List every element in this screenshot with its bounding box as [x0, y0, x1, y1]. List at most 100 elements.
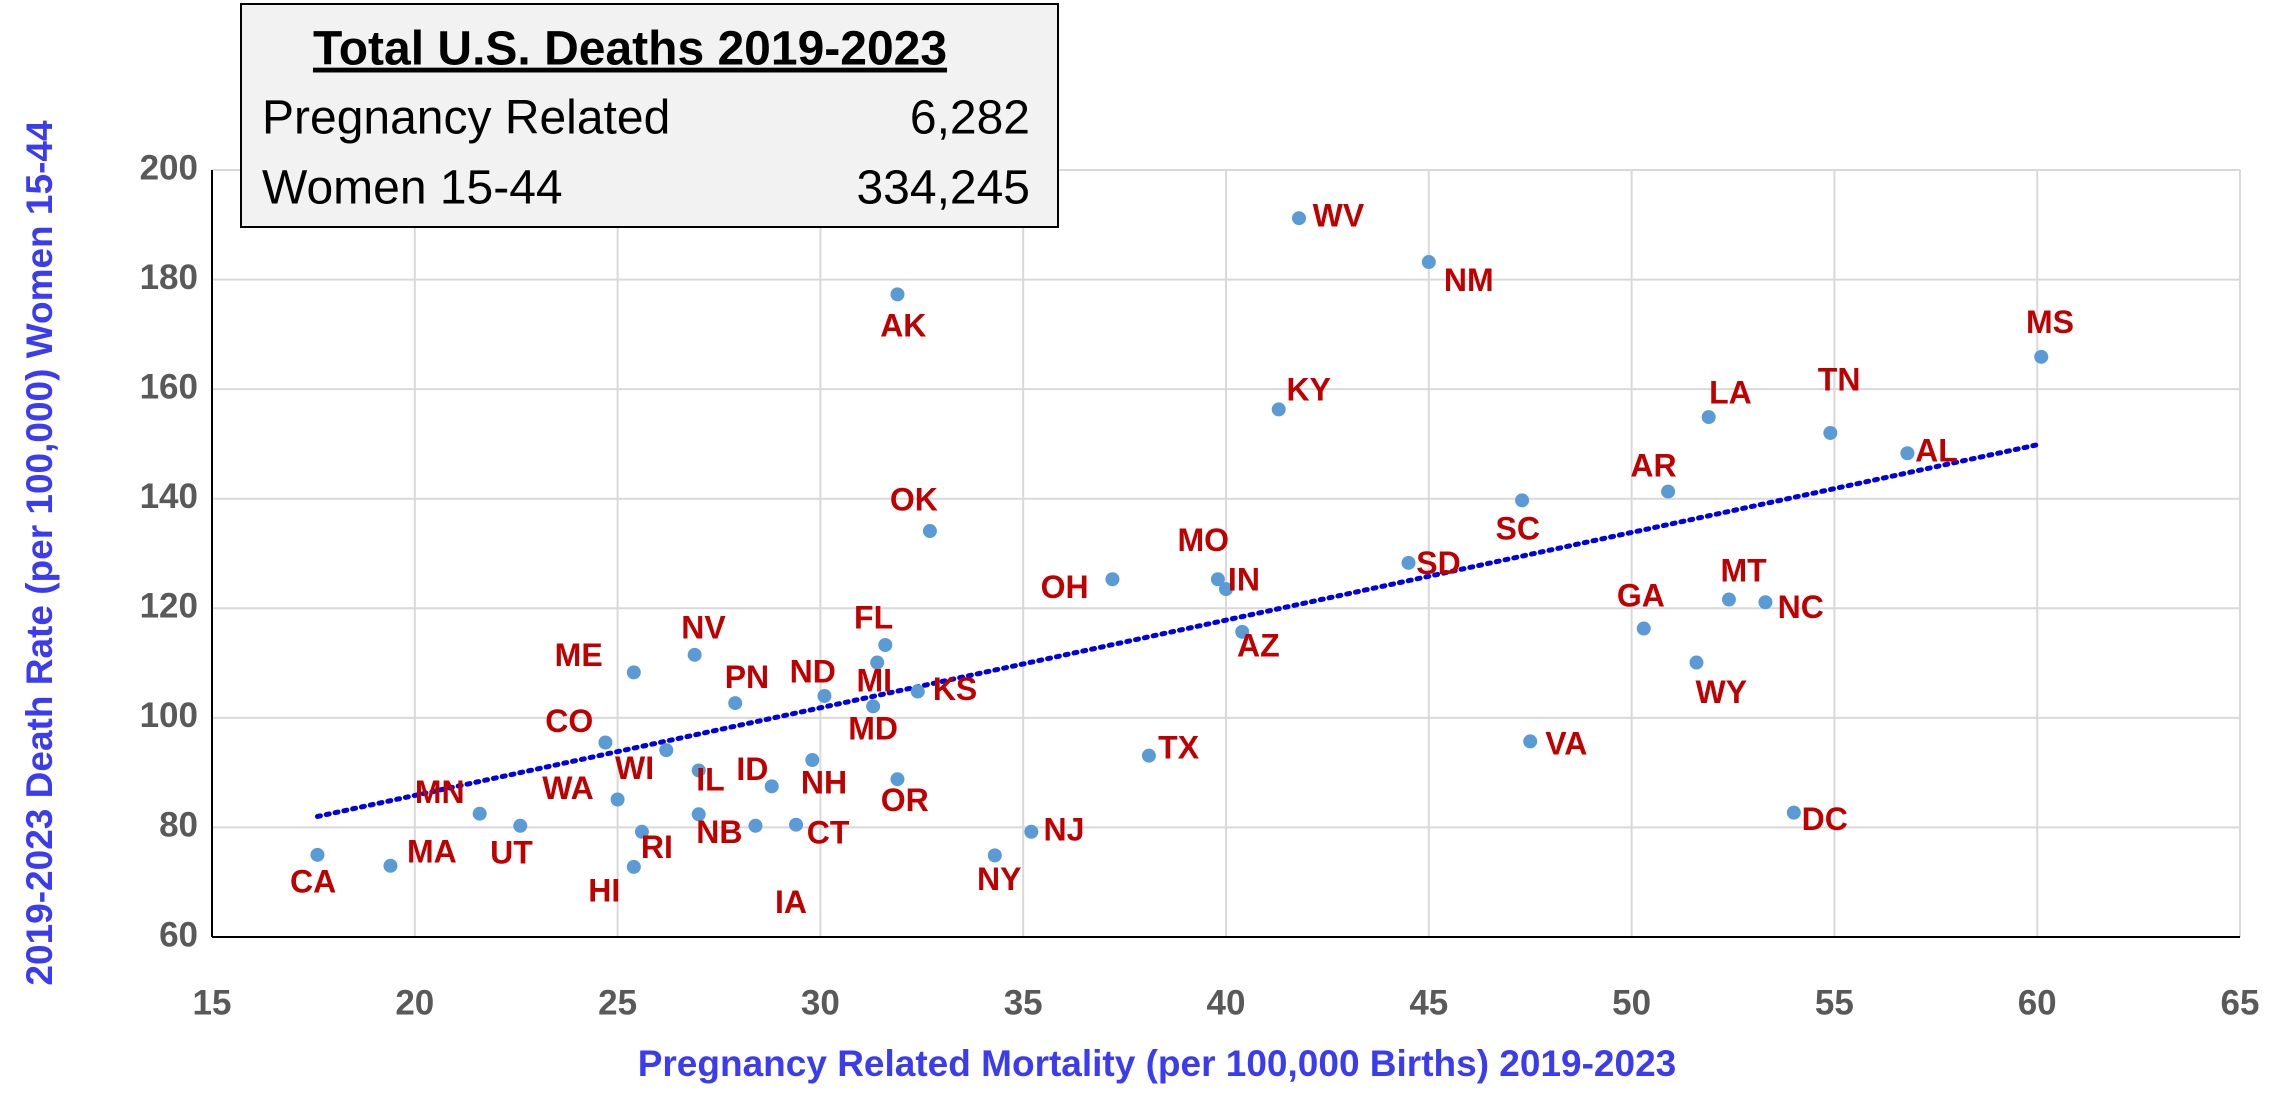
x-tick-label: 60 [2018, 983, 2057, 1022]
point [1823, 425, 1838, 440]
trendline [314, 441, 2044, 819]
point [1024, 824, 1039, 839]
point [1689, 655, 1704, 670]
point-label: ND [790, 653, 836, 689]
point [866, 699, 881, 714]
point [805, 753, 820, 768]
point-label: TX [1158, 729, 1200, 765]
point [728, 696, 743, 711]
point [789, 817, 804, 832]
point [748, 818, 763, 833]
y-tick-label: 180 [140, 258, 198, 297]
point-label: CA [290, 864, 336, 900]
x-tick-label: 25 [598, 983, 637, 1022]
point-label: SC [1495, 511, 1539, 547]
summary-label: Women 15-44 [262, 162, 563, 215]
summary-value: 6,282 [910, 92, 1030, 145]
point-label: UT [490, 834, 533, 870]
y-axis-title: 2019-2023 Death Rate (per 100,000) Women… [19, 120, 60, 986]
point-label: MT [1720, 553, 1767, 589]
point [1105, 572, 1120, 587]
point-label: MI [856, 662, 892, 698]
x-tick-label: 45 [1409, 983, 1448, 1022]
point [610, 792, 625, 807]
point [1786, 805, 1801, 820]
point [922, 524, 937, 539]
point-label: FL [854, 600, 893, 636]
point-label: HI [588, 873, 620, 909]
point [817, 688, 832, 703]
point-label: WY [1695, 674, 1747, 710]
point [1701, 410, 1716, 425]
point-label: IN [1228, 561, 1260, 597]
point [598, 735, 613, 750]
point-label: NY [977, 861, 1021, 897]
point [1401, 555, 1416, 570]
point [870, 655, 885, 670]
point-label: NV [681, 609, 726, 645]
point-label: MS [2026, 304, 2074, 340]
point-label: NB [696, 814, 742, 850]
point-label: AL [1915, 433, 1958, 469]
y-tick-label: 100 [140, 696, 198, 735]
x-tick-label: 15 [193, 983, 232, 1022]
point [383, 858, 398, 873]
point-label: MD [848, 711, 898, 747]
y-tick-label: 60 [159, 915, 198, 954]
y-tick-label: 140 [140, 477, 198, 516]
point [634, 824, 649, 839]
point-label: WV [1313, 198, 1365, 234]
point [878, 637, 893, 652]
point-label: VA [1545, 725, 1587, 761]
x-tick-label: 50 [1612, 983, 1651, 1022]
point [691, 807, 706, 822]
point [1271, 402, 1286, 417]
point-label: MO [1177, 522, 1229, 558]
point [1210, 572, 1225, 587]
point-label: NJ [1043, 811, 1084, 847]
point [910, 684, 925, 699]
point-label: AZ [1237, 627, 1280, 663]
point [626, 859, 641, 874]
point-label: CT [807, 814, 850, 850]
point-label: CO [545, 703, 593, 739]
point [890, 772, 905, 787]
point-label: MA [407, 834, 457, 870]
point-label: NH [801, 764, 847, 800]
point [987, 848, 1002, 863]
point-label: KS [933, 671, 977, 707]
y-tick-label: 80 [159, 806, 198, 845]
point-label: ID [736, 751, 768, 787]
point-label: RI [641, 829, 673, 865]
point [691, 763, 706, 778]
point-label: NM [1444, 262, 1494, 298]
point [1235, 624, 1250, 639]
point-label: LA [1709, 375, 1752, 411]
point [1292, 211, 1307, 226]
summary-box [240, 3, 1059, 228]
point-label: PN [725, 659, 769, 695]
point [1421, 255, 1436, 270]
point-label: GA [1617, 577, 1665, 613]
y-tick-label: 160 [140, 367, 198, 406]
point [1219, 582, 1233, 597]
point-label: TN [1818, 361, 1861, 397]
point-label: WA [542, 770, 594, 806]
y-tick-label: 200 [140, 148, 198, 187]
x-tick-label: 30 [801, 983, 840, 1022]
point [310, 847, 325, 862]
point-label: AK [880, 307, 926, 343]
x-tick-label: 55 [1815, 983, 1854, 1022]
point-label: SD [1416, 545, 1460, 581]
point [1721, 592, 1736, 607]
summary-title: Total U.S. Deaths 2019-2023 [313, 23, 947, 76]
point [626, 665, 641, 680]
x-tick-label: 35 [1004, 983, 1043, 1022]
point [764, 779, 779, 794]
y-tick-label: 120 [140, 587, 198, 626]
summary-value: 334,245 [856, 162, 1030, 215]
point-label: OK [890, 481, 938, 517]
point-label: OH [1041, 569, 1089, 605]
point-label: OR [881, 782, 929, 818]
